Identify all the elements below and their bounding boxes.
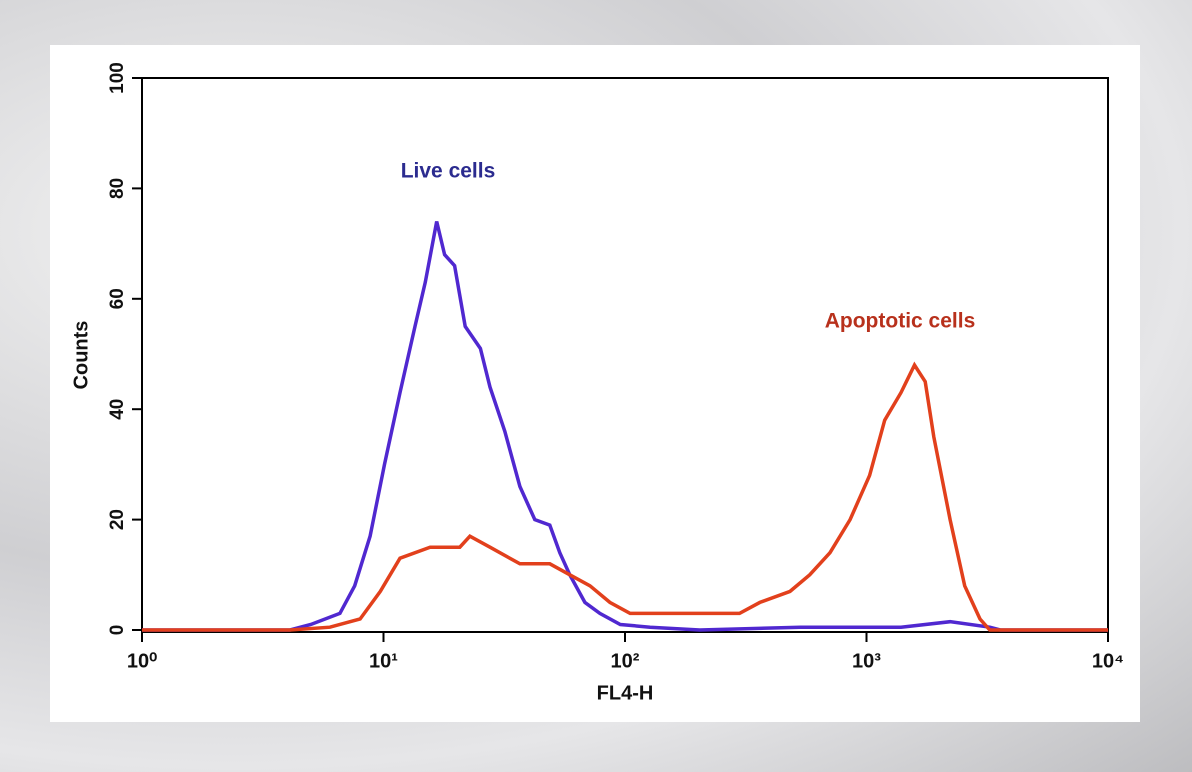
x-tick-label: 10³ — [852, 650, 881, 672]
y-tick-label: 0 — [107, 625, 128, 636]
annotation: Apoptotic cells — [825, 310, 976, 333]
series-line — [142, 361, 1108, 632]
y-tick-label: 40 — [107, 399, 128, 420]
series-line — [142, 221, 1108, 632]
y-tick-label: 80 — [107, 178, 128, 199]
x-axis-label: FL4-H — [597, 682, 654, 704]
x-tick-label: 10⁰ — [127, 650, 157, 672]
y-tick-label: 20 — [107, 509, 128, 530]
x-tick-label: 10⁴ — [1092, 650, 1124, 672]
y-tick-label: 60 — [107, 288, 128, 309]
annotation: Live cells — [401, 160, 496, 183]
y-axis-label: Counts — [70, 321, 92, 390]
x-tick-label: 10² — [611, 650, 640, 672]
chart-panel — [50, 45, 1140, 722]
x-tick-label: 10¹ — [369, 650, 398, 672]
y-tick-label: 100 — [107, 62, 128, 94]
